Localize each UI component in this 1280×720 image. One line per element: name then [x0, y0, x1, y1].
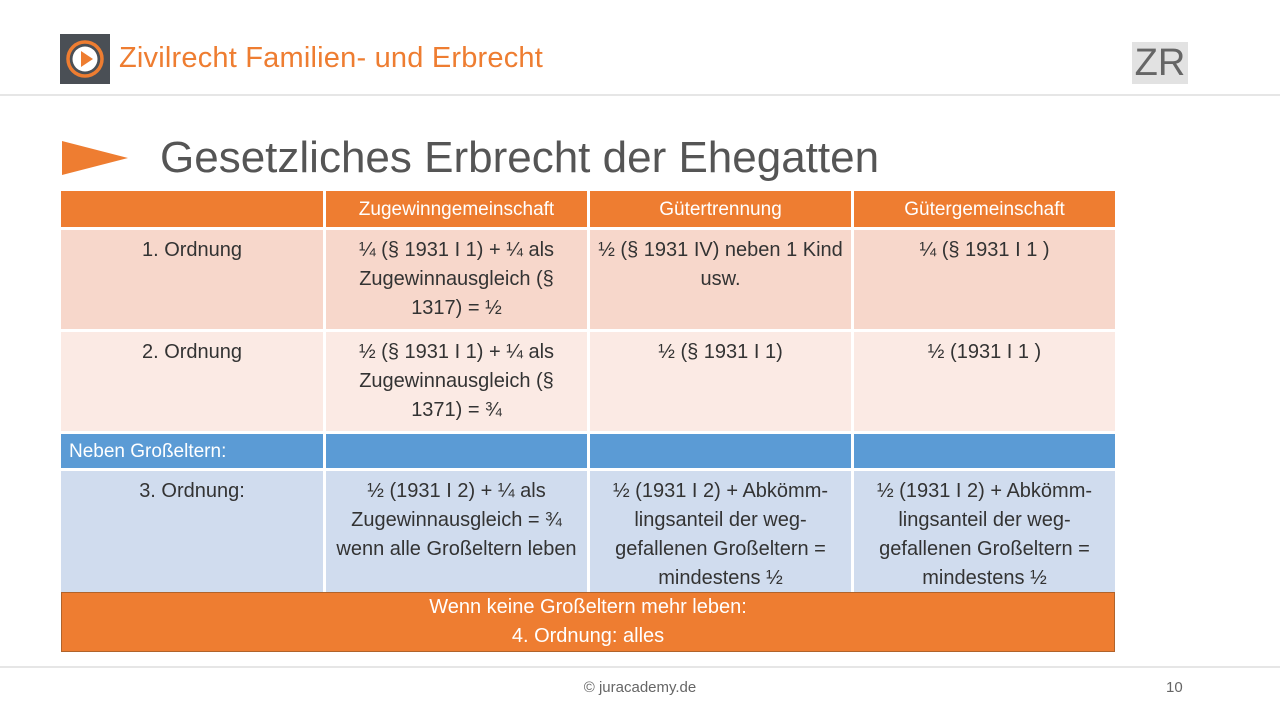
page-number: 10	[1166, 679, 1183, 696]
table-cell: ¼ (§ 1931 I 1) + ¼ als Zugewinnausgleich…	[326, 230, 587, 329]
table-cell: 2. Ordnung	[61, 332, 323, 431]
band-label: Neben Großeltern:	[61, 434, 323, 468]
note-line: Wenn keine Großeltern mehr leben:	[429, 596, 747, 618]
table-cell: ½ (1931 I 2) + ¼ als Zugewinnausgleich =…	[326, 471, 587, 599]
band-cell	[854, 434, 1115, 468]
table-cell: ½ (1931 I 1 )	[854, 332, 1115, 431]
play-circle-icon	[60, 34, 110, 84]
header-cell-empty	[61, 191, 323, 227]
inheritance-table: Zugewinngemeinschaft Gütertrennung Güter…	[58, 188, 1118, 602]
copyright-text: © juracademy.de	[583, 679, 697, 696]
header-cell: Zugewinngemeinschaft	[326, 191, 587, 227]
table-row: 1. Ordnung ¼ (§ 1931 I 1) + ¼ als Zugewi…	[61, 230, 1115, 329]
subject-badge: ZR	[1132, 42, 1188, 84]
table-cell: ½ (§ 1931 IV) neben 1 Kind usw.	[590, 230, 851, 329]
table-cell: ¼ (§ 1931 I 1 )	[854, 230, 1115, 329]
table-cell: 3. Ordnung:	[61, 471, 323, 599]
table-row: 3. Ordnung: ½ (1931 I 2) + ¼ als Zugewin…	[61, 471, 1115, 599]
arrow-right-icon	[62, 140, 128, 181]
header-cell: Gütergemeinschaft	[854, 191, 1115, 227]
band-cell	[326, 434, 587, 468]
table-row: 2. Ordnung ½ (§ 1931 I 1) + ¼ als Zugewi…	[61, 332, 1115, 431]
note-box: Wenn keine Großeltern mehr leben: 4. Ord…	[61, 592, 1115, 652]
table-cell: ½ (1931 I 2) + Abkömm-lingsanteil der we…	[854, 471, 1115, 599]
table-cell: ½ (§ 1931 I 1)	[590, 332, 851, 431]
divider	[0, 94, 1280, 96]
course-title: Zivilrecht Familien- und Erbrecht	[119, 42, 544, 74]
table-cell: 1. Ordnung	[61, 230, 323, 329]
slide-header: Zivilrecht Familien- und Erbrecht ZR	[0, 0, 1280, 96]
table-band-row: Neben Großeltern:	[61, 434, 1115, 468]
header-cell: Gütertrennung	[590, 191, 851, 227]
table-header-row: Zugewinngemeinschaft Gütertrennung Güter…	[61, 191, 1115, 227]
band-cell	[590, 434, 851, 468]
table-cell: ½ (1931 I 2) + Abkömm-lingsanteil der we…	[590, 471, 851, 599]
divider	[0, 666, 1280, 668]
table-cell: ½ (§ 1931 I 1) + ¼ als Zugewinnausgleich…	[326, 332, 587, 431]
note-line: 4. Ordnung: alles	[511, 625, 665, 647]
slide-title: Gesetzliches Erbrecht der Ehegatten	[160, 133, 880, 182]
